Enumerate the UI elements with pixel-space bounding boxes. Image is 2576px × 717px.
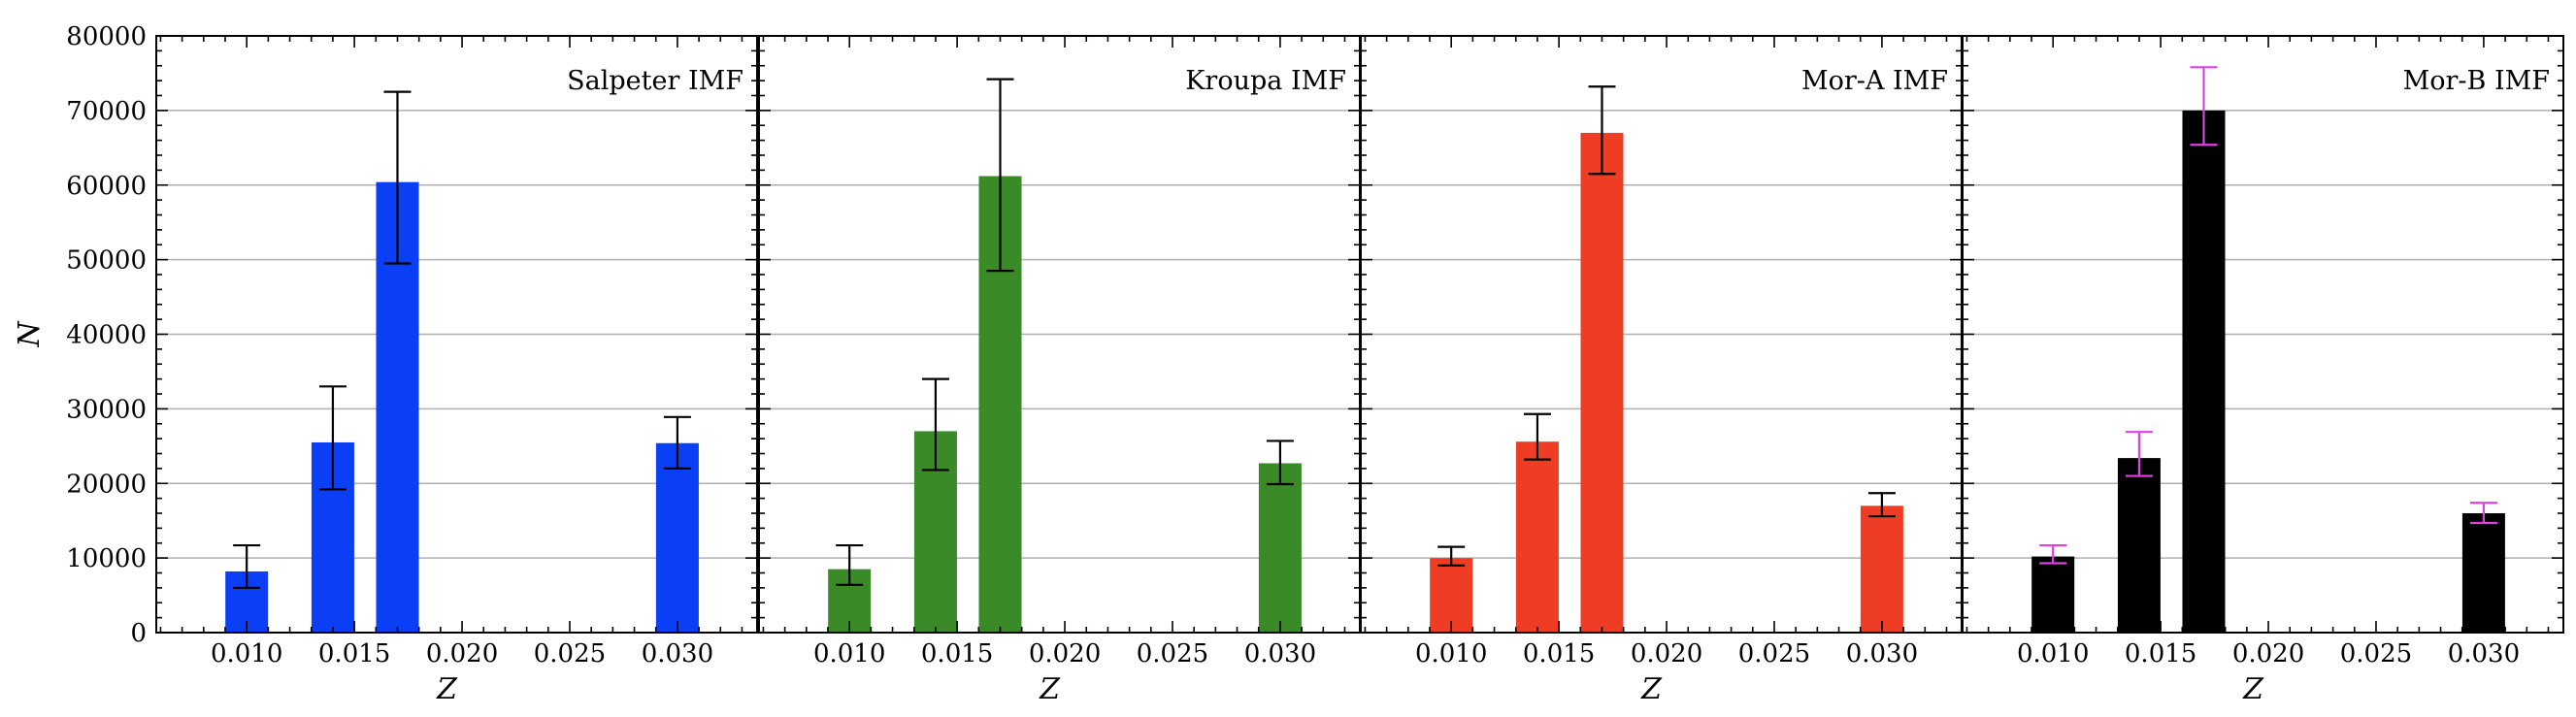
y-tick-label: 20000 xyxy=(66,470,147,499)
x-tick-label: 0.020 xyxy=(1631,639,1702,668)
x-tick-label: 0.010 xyxy=(1415,639,1487,668)
y-tick-label: 0 xyxy=(130,619,147,648)
x-tick-label: 0.030 xyxy=(2448,639,2520,668)
x-axis-label: Z xyxy=(2242,672,2264,706)
y-tick-label: 60000 xyxy=(66,172,147,201)
x-tick-label: 0.020 xyxy=(1029,639,1101,668)
x-tick-label: 0.010 xyxy=(2017,639,2089,668)
x-tick-label: 0.025 xyxy=(1738,639,1810,668)
chart-panel-4: 0.010 0.015 0.020 0.025 0.030 Z Mor-B IMF xyxy=(1962,35,2564,706)
chart-panel-2: 0.010 0.015 0.020 0.025 0.030 Z Kroupa IMF xyxy=(758,35,1361,706)
x-axis-label: Z xyxy=(1640,672,1663,706)
y-tick-label: 40000 xyxy=(66,321,147,350)
y-tick-label: 10000 xyxy=(66,544,147,573)
bar xyxy=(2461,513,2505,633)
y-tick-label: 80000 xyxy=(66,22,147,51)
bar xyxy=(1860,505,1903,633)
x-tick-label: 0.015 xyxy=(921,639,993,668)
bar xyxy=(2031,556,2075,633)
x-tick-label: 0.030 xyxy=(1244,639,1316,668)
bar xyxy=(2117,458,2161,633)
y-tick-label: 30000 xyxy=(66,395,147,424)
x-tick-label: 0.015 xyxy=(318,639,390,668)
x-tick-label: 0.020 xyxy=(426,639,498,668)
x-tick-label: 0.030 xyxy=(642,639,713,668)
y-tick-label: 70000 xyxy=(66,97,147,126)
x-tick-label: 0.010 xyxy=(813,639,885,668)
x-tick-label: 0.025 xyxy=(534,639,606,668)
panel-title: Mor-A IMF xyxy=(1801,66,1948,96)
bar xyxy=(1580,132,1624,633)
chart-panel-3: 0.010 0.015 0.020 0.025 0.030 Z Mor-A IMF xyxy=(1360,35,1963,706)
x-axis-label: Z xyxy=(1039,672,1061,706)
bar xyxy=(1258,463,1302,633)
panel-title: Mor-B IMF xyxy=(2403,66,2550,96)
x-tick-label: 0.010 xyxy=(211,639,282,668)
panel-title: Salpeter IMF xyxy=(567,66,743,96)
x-tick-label: 0.030 xyxy=(1846,639,1918,668)
x-tick-label: 0.025 xyxy=(1137,639,1208,668)
chart-panel-1: 0.010 0.015 0.020 0.025 0.030 0 10000 20000 3000… xyxy=(13,22,758,706)
bar xyxy=(655,442,699,633)
x-tick-label: 0.025 xyxy=(2340,639,2412,668)
x-tick-label: 0.020 xyxy=(2232,639,2304,668)
panel-title: Kroupa IMF xyxy=(1185,66,1346,96)
bar xyxy=(1430,558,1473,633)
x-axis-label: Z xyxy=(436,672,458,706)
x-tick-label: 0.015 xyxy=(2125,639,2196,668)
bar xyxy=(1515,441,1559,633)
y-tick-label: 50000 xyxy=(66,246,147,276)
bar xyxy=(2182,110,2226,633)
y-axis-label: N xyxy=(13,320,47,348)
x-tick-label: 0.015 xyxy=(1523,639,1595,668)
